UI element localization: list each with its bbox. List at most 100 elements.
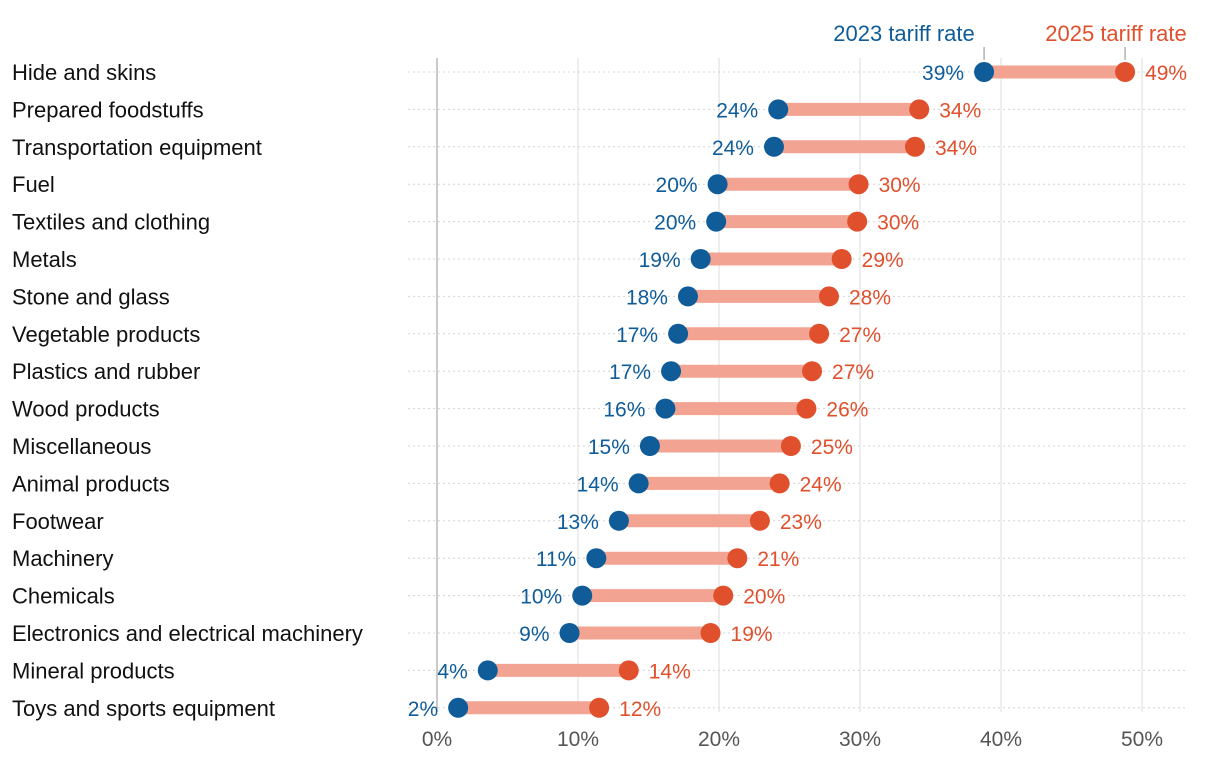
row-7: Vegetable products 17% 27%: [12, 322, 1188, 347]
dot-2025: [780, 436, 801, 456]
value-label-2023: 17%: [609, 361, 651, 384]
value-label-2023: 9%: [519, 623, 549, 646]
row-13: Machinery 11% 21%: [12, 546, 1188, 571]
dot-2023: [668, 323, 689, 344]
value-label-2025: 26%: [826, 399, 868, 422]
row-8: Plastics and rubber 17% 27%: [12, 359, 1188, 384]
dot-2025: [618, 660, 639, 681]
dot-2025: [713, 585, 734, 606]
dot-2023: [572, 585, 593, 606]
category-label: Mineral products: [12, 658, 175, 683]
category-label: Electronics and electrical machinery: [12, 621, 363, 646]
dot-2023: [639, 436, 660, 456]
dot-2023: [677, 286, 698, 307]
category-label: Animal products: [12, 471, 170, 496]
dot-2025: [796, 398, 817, 419]
x-axis-ticks: 0% 10% 20% 30% 40% 50%: [422, 728, 1163, 751]
category-label: Vegetable products: [12, 322, 200, 347]
row-5: Metals 19% 29%: [12, 247, 1188, 272]
category-label: Footwear: [12, 509, 104, 534]
value-label-2023: 10%: [520, 586, 562, 609]
dot-2025: [769, 473, 790, 494]
dot-2025: [848, 174, 869, 195]
dot-2023: [559, 623, 580, 643]
legend-2023: 2023 tariff rate: [833, 21, 974, 46]
row-16: Mineral products 4% 14%: [12, 658, 1188, 683]
value-label-2025: 20%: [743, 586, 785, 609]
row-3: Fuel 20% 30%: [12, 172, 1188, 197]
category-label: Metals: [12, 247, 77, 272]
value-label-2025: 23%: [780, 511, 822, 534]
row-9: Wood products 16% 26%: [12, 397, 1188, 422]
dot-2023: [628, 473, 649, 494]
value-label-2025: 49%: [1145, 62, 1187, 85]
dot-2025: [847, 211, 868, 232]
value-label-2023: 2%: [408, 698, 438, 721]
value-label-2023: 16%: [603, 399, 645, 422]
dot-2023: [768, 99, 789, 120]
category-label: Toys and sports equipment: [12, 696, 275, 721]
dot-2025: [749, 510, 770, 531]
value-label-2025: 34%: [935, 137, 977, 160]
x-tick-label-40: 40%: [980, 728, 1022, 751]
value-label-2023: 19%: [639, 249, 681, 272]
x-tick-label-0: 0%: [422, 728, 452, 751]
x-tick-label-20: 20%: [698, 728, 740, 751]
chart-rows: Hide and skins 39% 49% Prepared foodstuffs 2…: [12, 60, 1188, 721]
category-label: Prepared foodstuffs: [12, 97, 204, 122]
value-label-2023: 20%: [654, 212, 696, 235]
value-label-2023: 20%: [656, 174, 698, 197]
value-label-2023: 14%: [577, 473, 619, 496]
category-label: Fuel: [12, 172, 55, 197]
dot-2025: [904, 136, 925, 157]
dot-2023: [661, 361, 682, 382]
dot-2025: [909, 99, 930, 120]
dot-2023: [477, 660, 498, 681]
category-label: Miscellaneous: [12, 434, 151, 459]
dot-2025: [831, 249, 852, 269]
value-label-2025: 28%: [849, 286, 891, 309]
dot-2023: [763, 136, 784, 157]
dot-2023: [974, 62, 995, 82]
category-label: Transportation equipment: [12, 135, 262, 160]
row-6: Stone and glass 18% 28%: [12, 284, 1188, 309]
category-label: Chemicals: [12, 584, 115, 609]
row-10: Miscellaneous 15% 25%: [12, 434, 1188, 459]
legend-2025: 2025 tariff rate: [1045, 21, 1186, 46]
category-label: Hide and skins: [12, 60, 156, 85]
value-label-2025: 34%: [939, 99, 981, 122]
dot-2025: [1115, 62, 1136, 82]
category-label: Plastics and rubber: [12, 359, 200, 384]
row-15: Electronics and electrical machinery 9% 19…: [12, 621, 1188, 646]
dot-2025: [802, 361, 823, 382]
dot-2023: [707, 174, 728, 195]
value-label-2025: 30%: [877, 212, 919, 235]
value-label-2025: 25%: [811, 436, 853, 459]
category-label: Textiles and clothing: [12, 210, 210, 235]
grid-lines: [436, 58, 1143, 712]
value-label-2025: 27%: [832, 361, 874, 384]
row-17: Toys and sports equipment 2% 12%: [12, 696, 1188, 721]
value-label-2025: 12%: [619, 698, 661, 721]
row-11: Animal products 14% 24%: [12, 471, 1188, 496]
row-4: Textiles and clothing 20% 30%: [12, 210, 1188, 235]
value-label-2025: 30%: [879, 174, 921, 197]
value-label-2023: 17%: [616, 324, 658, 347]
row-0: Hide and skins 39% 49%: [12, 60, 1188, 85]
value-label-2025: 21%: [757, 548, 799, 571]
legend: 2023 tariff rate 2025 tariff rate: [833, 21, 1187, 60]
dot-2023: [586, 548, 607, 569]
dot-2023: [706, 211, 727, 232]
value-label-2025: 19%: [731, 623, 773, 646]
dot-2023: [655, 398, 676, 419]
value-label-2023: 18%: [626, 286, 668, 309]
dot-2025: [727, 548, 748, 569]
value-label-2025: 14%: [649, 660, 691, 683]
dot-2025: [700, 623, 721, 643]
dot-2025: [589, 697, 610, 718]
value-label-2023: 39%: [922, 62, 964, 85]
dot-2023: [608, 510, 629, 531]
category-label: Wood products: [12, 397, 160, 422]
dot-2025: [809, 323, 830, 344]
